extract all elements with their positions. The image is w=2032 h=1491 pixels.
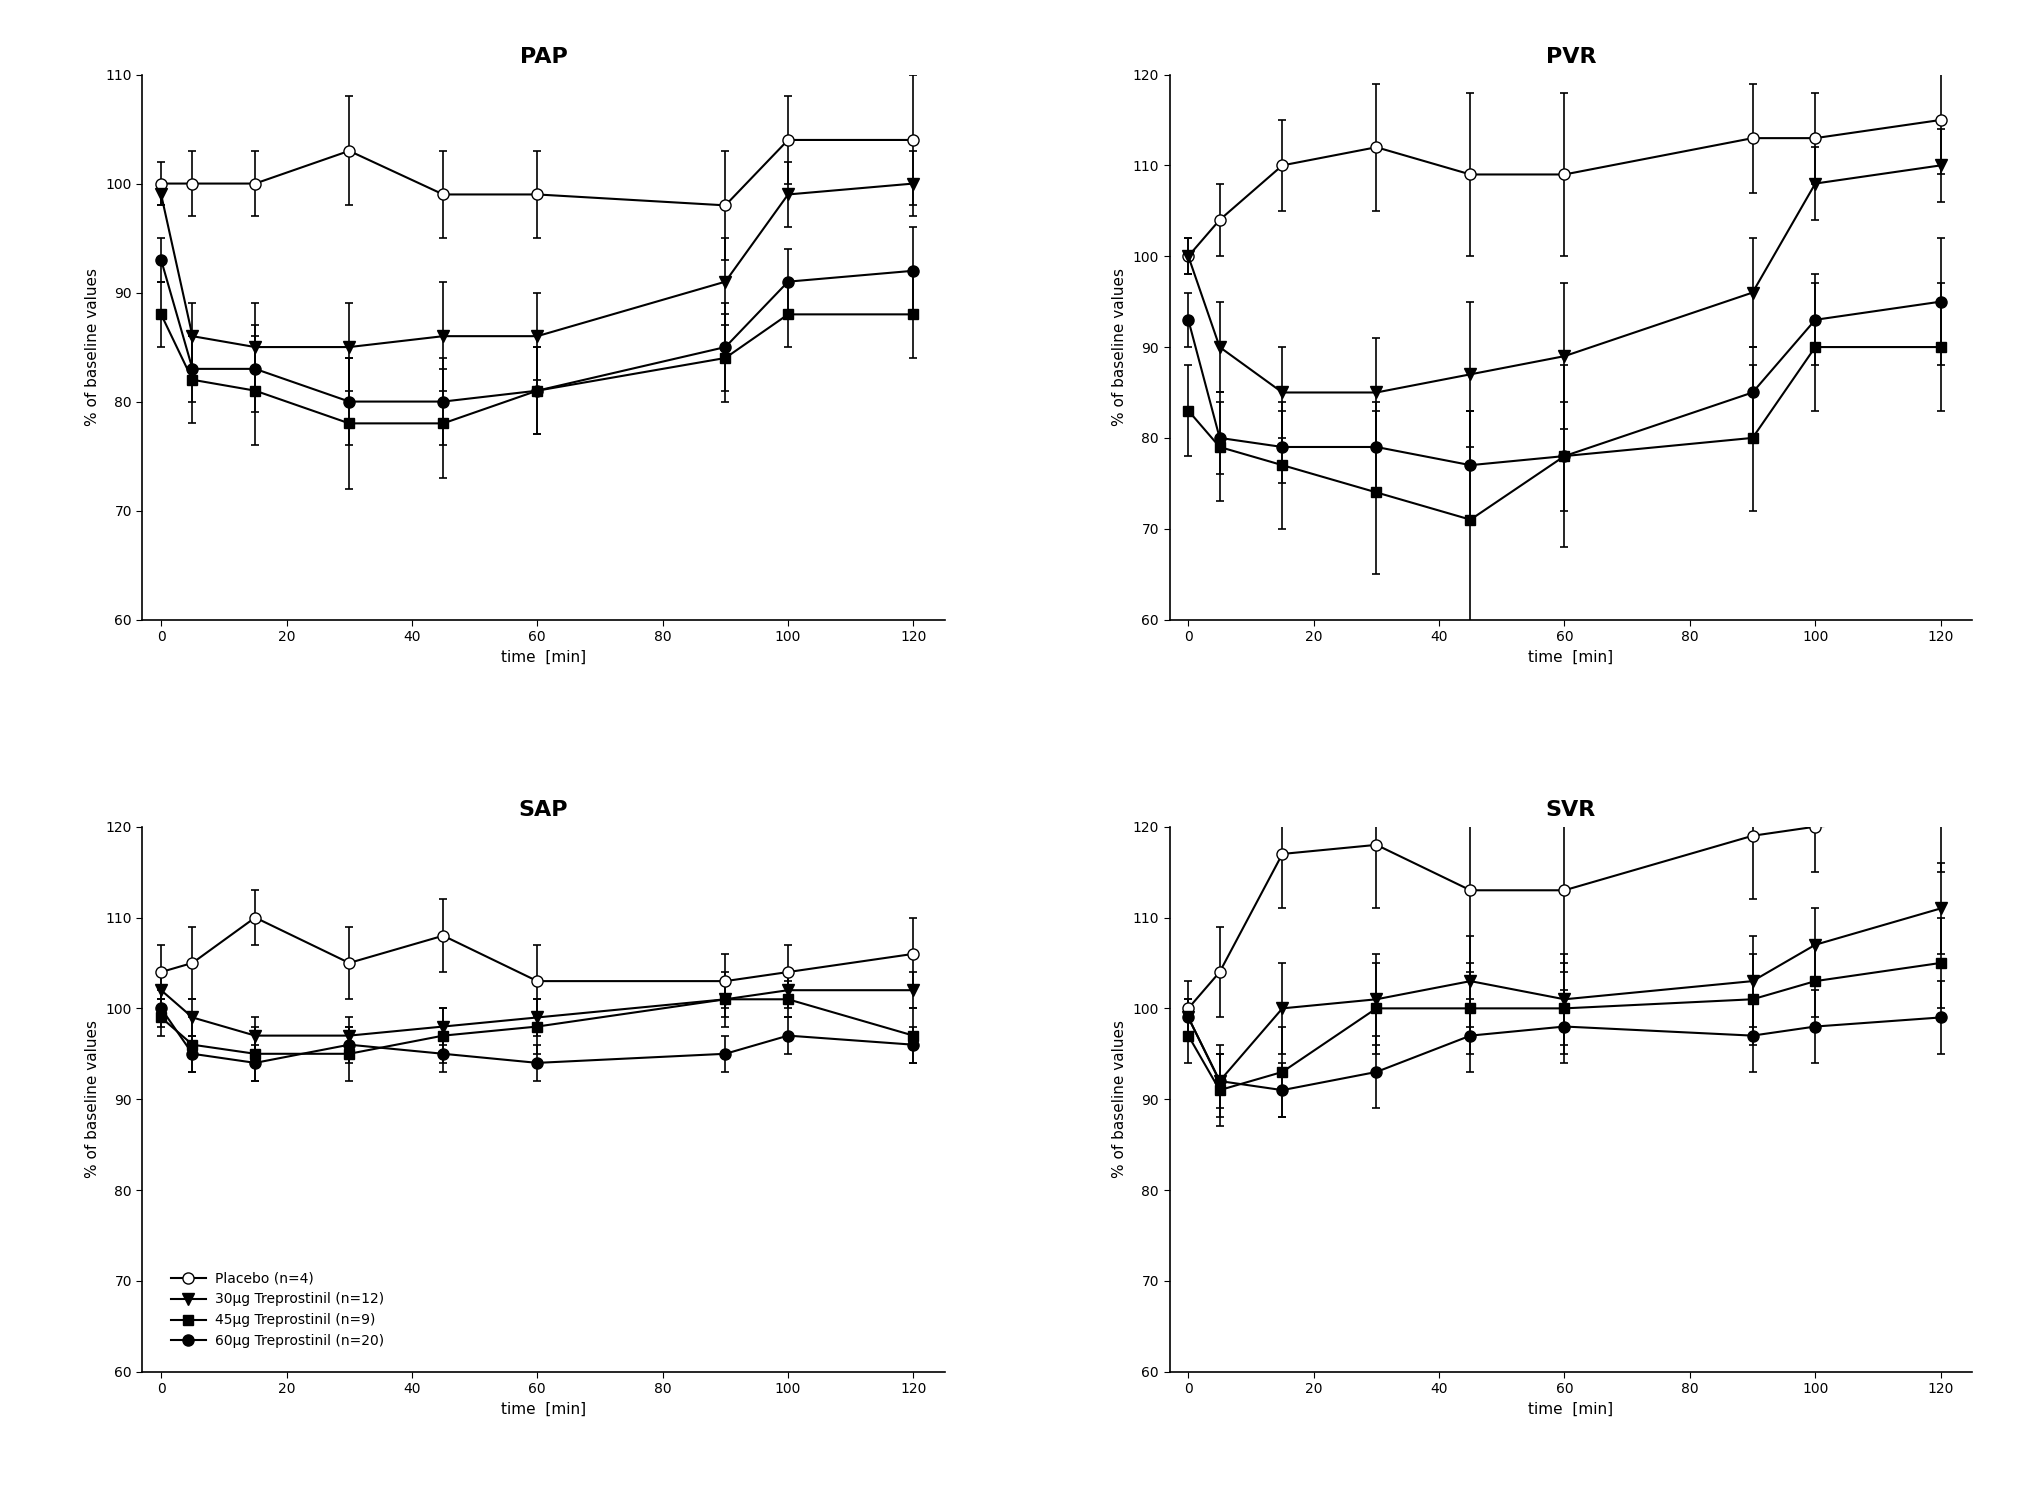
- X-axis label: time  [min]: time [min]: [500, 650, 585, 665]
- Legend: Placebo (n=4), 30µg Treprostinil (n=12), 45µg Treprostinil (n=9), 60µg Treprosti: Placebo (n=4), 30µg Treprostinil (n=12),…: [165, 1266, 390, 1354]
- Y-axis label: % of baseline values: % of baseline values: [85, 268, 100, 426]
- Title: SVR: SVR: [1544, 799, 1595, 820]
- Y-axis label: % of baseline values: % of baseline values: [1112, 268, 1126, 426]
- Title: PVR: PVR: [1544, 48, 1595, 67]
- X-axis label: time  [min]: time [min]: [1528, 1402, 1613, 1416]
- X-axis label: time  [min]: time [min]: [500, 1402, 585, 1416]
- X-axis label: time  [min]: time [min]: [1528, 650, 1613, 665]
- Y-axis label: % of baseline values: % of baseline values: [85, 1020, 100, 1178]
- Title: SAP: SAP: [518, 799, 569, 820]
- Y-axis label: % of baseline values: % of baseline values: [1112, 1020, 1126, 1178]
- Title: PAP: PAP: [520, 48, 567, 67]
